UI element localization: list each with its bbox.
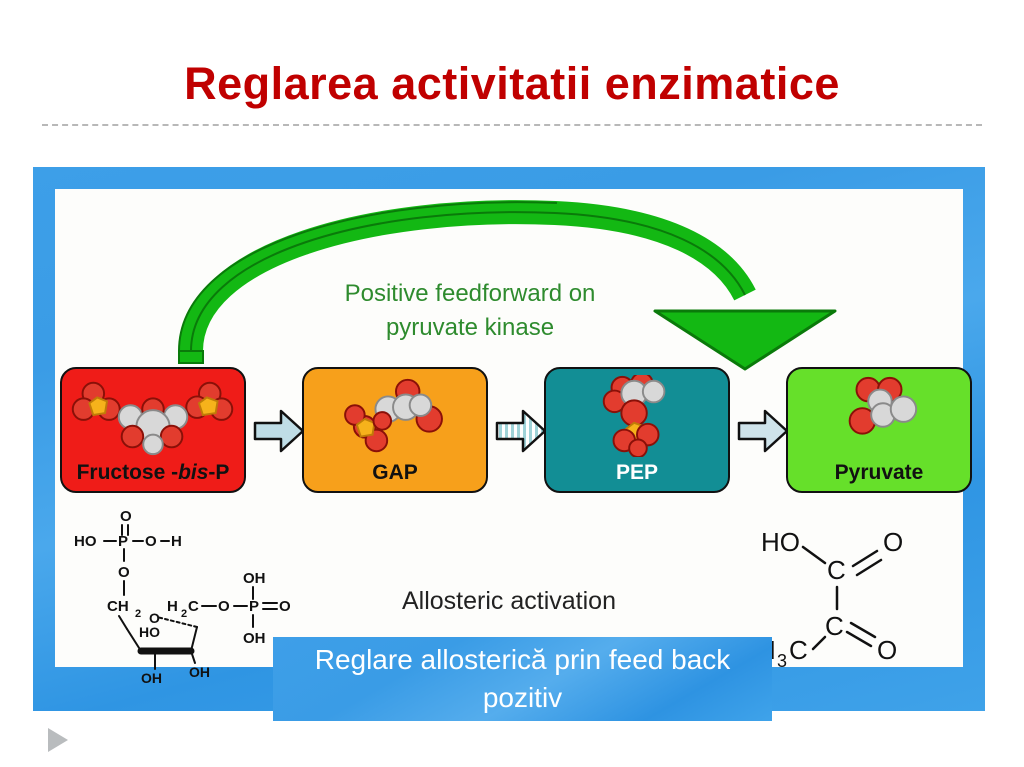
chemical-structure-fructose-bisphosphate: HO P O H O O CH 2 O bbox=[74, 508, 291, 684]
svg-text:OH: OH bbox=[189, 664, 210, 680]
caption-text: Reglare allosterică prin feed back pozit… bbox=[314, 644, 731, 713]
svg-text:O: O bbox=[149, 610, 160, 626]
svg-text:3: 3 bbox=[777, 651, 787, 669]
caption-band: Reglare allosterică prin feed back pozit… bbox=[273, 637, 772, 721]
pathway-node-label: GAP bbox=[372, 461, 418, 484]
svg-text:O: O bbox=[883, 527, 903, 557]
svg-text:2: 2 bbox=[181, 608, 187, 620]
svg-text:C: C bbox=[825, 611, 844, 641]
svg-text:O: O bbox=[118, 564, 130, 581]
label-part-tail: -P bbox=[208, 461, 230, 484]
figure-canvas: Positive feedforward on pyruvate kinase bbox=[55, 189, 972, 684]
svg-text:HO: HO bbox=[74, 533, 97, 550]
block-arrow-right-icon bbox=[737, 409, 789, 453]
pathway-node-label: Pyruvate bbox=[834, 461, 924, 484]
svg-text:OH: OH bbox=[243, 570, 266, 587]
play-triangle-icon[interactable] bbox=[46, 726, 70, 754]
label-part-italic: bis bbox=[178, 461, 209, 484]
svg-text:O: O bbox=[120, 508, 132, 525]
svg-text:O: O bbox=[279, 598, 291, 615]
pathway-node-pyruvate[interactable]: Pyruvate bbox=[786, 367, 972, 493]
svg-text:OH: OH bbox=[243, 630, 266, 647]
svg-text:O: O bbox=[877, 635, 897, 665]
svg-text:O: O bbox=[218, 598, 230, 615]
pathway-node-label: PEP bbox=[615, 461, 659, 484]
svg-text:C: C bbox=[188, 598, 199, 615]
feedforward-label: Positive feedforward on pyruvate kinase bbox=[344, 280, 596, 341]
molecule-model-fructose-bis-p bbox=[71, 381, 234, 456]
molecule-model-pyruvate bbox=[848, 376, 918, 435]
allosteric-activation-label: Allosteric activation bbox=[402, 587, 616, 615]
svg-text:2: 2 bbox=[135, 608, 141, 620]
svg-text:O: O bbox=[145, 533, 157, 550]
svg-text:P: P bbox=[118, 533, 128, 550]
pathway-node-label: Fructose -bis-P bbox=[62, 461, 244, 485]
svg-text:CH: CH bbox=[107, 598, 129, 615]
svg-text:H: H bbox=[171, 533, 182, 550]
molecule-model-pep bbox=[602, 375, 666, 457]
title-divider bbox=[42, 124, 982, 126]
chemical-structure-pyruvic-acid: HO C O C O H 3 C bbox=[757, 527, 903, 669]
svg-text:HO: HO bbox=[761, 527, 800, 557]
svg-text:H: H bbox=[167, 598, 178, 615]
page-title: Reglarea activitatii enzimatice bbox=[184, 58, 840, 109]
pathway-node-fructose-bis-p[interactable]: Fructose -bis-P bbox=[60, 367, 246, 493]
svg-text:HO: HO bbox=[139, 624, 160, 640]
svg-text:OH: OH bbox=[141, 670, 162, 684]
molecule-model-gap bbox=[344, 378, 443, 453]
figure-frame: Positive feedforward on pyruvate kinase bbox=[33, 167, 985, 711]
curved-arrow-down-icon bbox=[178, 200, 837, 371]
block-arrow-right-striped-icon bbox=[495, 409, 547, 453]
svg-text:P: P bbox=[249, 598, 259, 615]
svg-text:C: C bbox=[827, 555, 846, 585]
block-arrow-right-icon bbox=[253, 409, 305, 453]
svg-text:C: C bbox=[789, 635, 808, 665]
pathway-node-gap[interactable]: GAP bbox=[302, 367, 488, 493]
label-part-main: Fructose - bbox=[76, 461, 179, 484]
pathway-node-pep[interactable]: PEP bbox=[544, 367, 730, 493]
pathway-row: Fructose -bis-P bbox=[55, 367, 972, 497]
